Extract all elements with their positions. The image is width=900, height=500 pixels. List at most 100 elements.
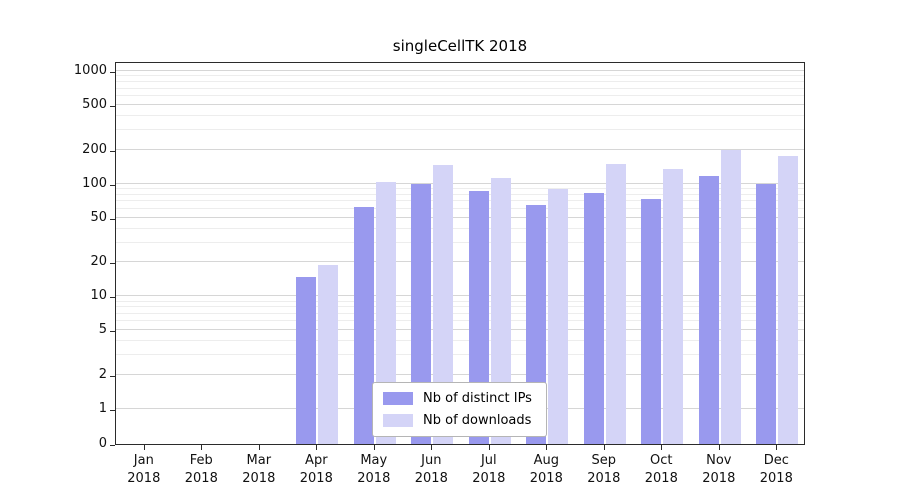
legend-label-distinct-ips: Nb of distinct IPs — [423, 391, 532, 406]
legend-label-downloads: Nb of downloads — [423, 413, 532, 428]
x-tick-mark — [603, 445, 605, 450]
gridline-minor — [116, 312, 804, 314]
x-tick-label: Oct 2018 — [644, 453, 678, 487]
y-tick-mark — [110, 376, 115, 378]
gridline-major — [116, 148, 804, 150]
gridline-minor — [116, 241, 804, 243]
x-tick-mark — [316, 445, 318, 450]
y-tick-label: 2 — [98, 367, 107, 383]
y-tick-mark — [110, 150, 115, 152]
bar-downloads — [548, 188, 569, 444]
gridline-minor — [116, 80, 804, 82]
x-tick-label: Mar 2018 — [242, 453, 276, 487]
y-tick-label: 1000 — [73, 63, 107, 78]
bar-distinct-ips — [353, 207, 374, 444]
gridline-minor — [116, 128, 804, 130]
y-tick-mark — [110, 105, 115, 107]
gridline-minor — [116, 87, 804, 89]
gridline-minor — [116, 207, 804, 209]
x-tick-label: Nov 2018 — [702, 453, 736, 487]
y-tick-mark — [110, 410, 115, 411]
gridline-minor — [116, 227, 804, 229]
x-tick-label: May 2018 — [357, 453, 391, 487]
bar-distinct-ips — [468, 190, 489, 444]
gridline-minor — [116, 200, 804, 202]
gridline-minor — [116, 340, 804, 342]
gridline-major — [116, 329, 804, 331]
legend-row-downloads: Nb of downloads — [383, 413, 532, 428]
bar-downloads — [720, 149, 741, 444]
y-tick-label: 500 — [82, 96, 107, 112]
bar-downloads — [433, 164, 454, 444]
x-tick-mark — [776, 445, 778, 450]
x-tick-label: Feb 2018 — [184, 453, 218, 487]
x-tick-label: Aug 2018 — [529, 453, 563, 487]
y-tick-label: 20 — [90, 254, 107, 270]
y-tick-mark — [110, 263, 115, 265]
y-tick-mark — [110, 72, 115, 73]
gridline-minor — [116, 187, 804, 189]
gridline-major — [116, 261, 804, 263]
x-tick-mark — [143, 445, 145, 450]
gridline-major — [116, 295, 804, 297]
legend: Nb of distinct IPs Nb of downloads — [372, 382, 547, 437]
x-tick-mark — [373, 445, 375, 450]
bar-distinct-ips — [296, 276, 317, 444]
gridline-minor — [116, 75, 804, 77]
x-tick-mark — [201, 445, 203, 450]
y-tick-label: 0 — [98, 436, 107, 451]
y-tick-mark — [110, 184, 115, 186]
gridline-major — [116, 374, 804, 376]
legend-swatch-distinct-ips — [383, 392, 413, 405]
bar-distinct-ips — [698, 176, 719, 444]
bar-distinct-ips — [641, 199, 662, 444]
gridline-major — [116, 70, 804, 71]
x-tick-label: Jan 2018 — [127, 453, 161, 487]
x-tick-mark — [546, 445, 548, 450]
gridline-major — [116, 103, 804, 105]
gridline-major — [116, 182, 804, 184]
x-tick-label: Dec 2018 — [759, 453, 793, 487]
y-tick-label: 10 — [90, 288, 107, 304]
x-tick-mark — [431, 445, 433, 450]
bar-downloads — [778, 156, 799, 444]
bar-distinct-ips — [411, 183, 432, 444]
gridline-minor — [116, 306, 804, 308]
gridline-minor — [116, 300, 804, 302]
x-tick-label: Apr 2018 — [299, 453, 333, 487]
plot-area: Nb of distinct IPs Nb of downloads — [115, 62, 805, 445]
y-tick-mark — [110, 297, 115, 299]
bar-downloads — [375, 182, 396, 444]
y-tick-label: 1 — [98, 401, 107, 416]
gridline-minor — [116, 193, 804, 195]
bar-downloads — [605, 163, 626, 444]
x-tick-label: Sep 2018 — [587, 453, 621, 487]
bar-distinct-ips — [583, 193, 604, 444]
x-tick-mark — [661, 445, 663, 450]
legend-row-distinct-ips: Nb of distinct IPs — [383, 391, 532, 406]
y-tick-mark — [110, 445, 115, 446]
gridline-major — [116, 216, 804, 218]
y-tick-mark — [110, 218, 115, 220]
x-tick-mark — [258, 445, 260, 450]
gridline-minor — [116, 95, 804, 96]
y-tick-mark — [110, 331, 115, 333]
y-tick-label: 5 — [98, 322, 107, 338]
gridline-minor — [116, 354, 804, 356]
bar-downloads — [663, 169, 684, 444]
y-tick-label: 50 — [90, 209, 107, 225]
x-tick-label: Jul 2018 — [472, 453, 506, 487]
bar-downloads — [490, 178, 511, 444]
bar-downloads — [318, 264, 339, 444]
x-tick-label: Jun 2018 — [414, 453, 448, 487]
x-tick-mark — [488, 445, 490, 450]
legend-swatch-downloads — [383, 414, 413, 427]
bar-distinct-ips — [756, 183, 777, 444]
gridline-minor — [116, 114, 804, 116]
y-tick-label: 100 — [82, 175, 107, 191]
chart-title: singleCellTK 2018 — [392, 37, 528, 55]
gridline-minor — [116, 320, 804, 322]
y-tick-label: 200 — [82, 141, 107, 157]
x-tick-mark — [718, 445, 720, 450]
